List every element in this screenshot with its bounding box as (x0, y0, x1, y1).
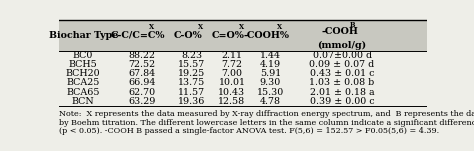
Text: 10.01: 10.01 (219, 78, 246, 87)
Text: Biochar Type: Biochar Type (48, 31, 118, 40)
Text: BC0: BC0 (73, 51, 93, 60)
Text: X: X (198, 23, 203, 31)
Text: 63.29: 63.29 (128, 97, 155, 106)
Text: 72.52: 72.52 (128, 60, 155, 69)
Text: B: B (350, 21, 355, 29)
Text: 12.58: 12.58 (219, 97, 246, 106)
Text: 7.72: 7.72 (221, 60, 242, 69)
Text: 88.22: 88.22 (128, 51, 155, 60)
Text: BCA65: BCA65 (66, 88, 100, 97)
Text: 15.30: 15.30 (257, 88, 284, 97)
FancyBboxPatch shape (59, 20, 427, 51)
Text: 2.11: 2.11 (221, 51, 242, 60)
Text: 66.94: 66.94 (128, 78, 155, 87)
Text: 11.57: 11.57 (178, 88, 205, 97)
Text: 1.03 ± 0.08 b: 1.03 ± 0.08 b (310, 78, 375, 87)
Text: -COOH%: -COOH% (244, 31, 290, 40)
Text: BCH5: BCH5 (69, 60, 98, 69)
Text: 1.44: 1.44 (260, 51, 281, 60)
Text: (mmol/g): (mmol/g) (318, 41, 367, 50)
Text: 62.70: 62.70 (128, 88, 155, 97)
Text: 8.23: 8.23 (181, 51, 202, 60)
Text: C=O%: C=O% (212, 31, 245, 40)
Text: 7.00: 7.00 (221, 69, 242, 78)
Text: 4.78: 4.78 (260, 97, 281, 106)
Text: X: X (148, 23, 154, 31)
Text: 0.07±0.00 d: 0.07±0.00 d (312, 51, 372, 60)
Text: 19.25: 19.25 (178, 69, 205, 78)
Text: (p < 0.05). -COOH B passed a single-factor ANOVA test. F(5,6) = 152.57 > F0.05(5: (p < 0.05). -COOH B passed a single-fact… (59, 127, 439, 135)
Text: by Boehm titration. The different lowercase letters in the same column indicate : by Boehm titration. The different lowerc… (59, 119, 474, 127)
Text: BCN: BCN (72, 97, 94, 106)
Text: 67.84: 67.84 (128, 69, 155, 78)
Text: BCH20: BCH20 (66, 69, 100, 78)
Text: X: X (238, 23, 244, 31)
Text: C-C/C=C%: C-C/C=C% (111, 31, 165, 40)
Text: 0.39 ± 0.00 c: 0.39 ± 0.00 c (310, 97, 374, 106)
Text: -COOH: -COOH (322, 27, 359, 36)
Text: 5.91: 5.91 (260, 69, 281, 78)
Text: 19.36: 19.36 (178, 97, 205, 106)
Text: 13.75: 13.75 (178, 78, 205, 87)
Text: X: X (277, 23, 282, 31)
Text: 0.09 ± 0.07 d: 0.09 ± 0.07 d (310, 60, 375, 69)
Text: 9.30: 9.30 (260, 78, 281, 87)
Text: 0.43 ± 0.01 c: 0.43 ± 0.01 c (310, 69, 374, 78)
Text: 10.43: 10.43 (219, 88, 246, 97)
Text: Note:  X represents the data measured by X-ray diffraction energy spectrum, and : Note: X represents the data measured by … (59, 110, 474, 118)
Text: 15.57: 15.57 (178, 60, 205, 69)
Text: BCA25: BCA25 (66, 78, 100, 87)
Text: C-O%: C-O% (173, 31, 202, 40)
Text: 4.19: 4.19 (260, 60, 281, 69)
Text: 2.01 ± 0.18 a: 2.01 ± 0.18 a (310, 88, 374, 97)
